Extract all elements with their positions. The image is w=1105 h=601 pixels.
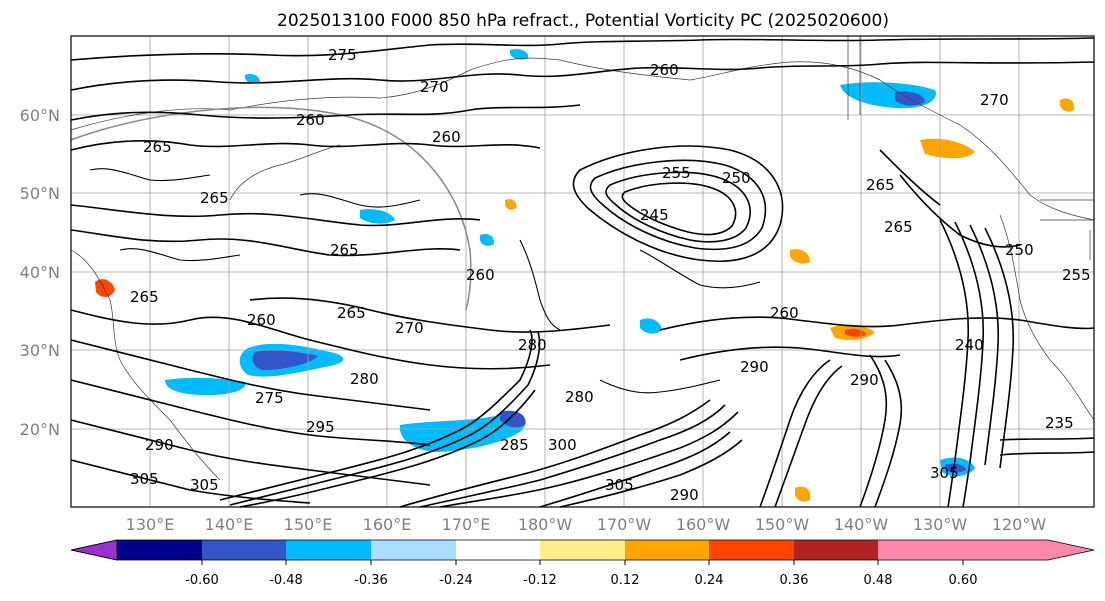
contour-label: 260 — [247, 311, 276, 329]
colorbar-label: 0.60 — [949, 573, 978, 588]
lon-label: 160°W — [676, 515, 731, 534]
contour-labels: 275 270 260 265 260 265 260 255 250 245 … — [130, 46, 1091, 504]
lon-label: 130°W — [913, 515, 968, 534]
contour-label: 265 — [130, 288, 159, 306]
contour-label: 235 — [1045, 414, 1074, 432]
contour-label: 265 — [143, 138, 172, 156]
contour-label: 305 — [190, 476, 219, 494]
colorbar-label: -0.60 — [185, 573, 219, 588]
lat-label: 40°N — [20, 263, 60, 282]
contour-label: 265 — [866, 176, 895, 194]
lon-label: 170°E — [442, 515, 491, 534]
contour-label: 300 — [548, 436, 577, 454]
map-panel: 275 270 260 265 260 265 260 255 250 245 … — [70, 35, 1095, 508]
colorbar-segment — [286, 540, 371, 560]
contour-label: 295 — [306, 418, 335, 436]
contour-label: 290 — [670, 486, 699, 504]
reference-circle — [70, 106, 472, 311]
colorbar-label: 0.24 — [695, 573, 724, 588]
lon-label: 170°W — [597, 515, 652, 534]
contours — [70, 37, 1095, 508]
contour-label: 260 — [650, 61, 679, 79]
colorbar-label: 0.48 — [864, 573, 893, 588]
pv-fill-patches — [95, 49, 1075, 502]
contour-label: 245 — [640, 206, 669, 224]
contour-label: 240 — [955, 336, 984, 354]
lon-label: 150°W — [755, 515, 810, 534]
colorbar-label: -0.12 — [523, 573, 557, 588]
lat-label: 30°N — [20, 341, 60, 360]
coastlines — [70, 36, 1095, 481]
lon-label: 150°E — [284, 515, 333, 534]
colorbar-segment — [709, 540, 794, 560]
lon-label: 120°W — [992, 515, 1047, 534]
lon-label: 140°E — [205, 515, 254, 534]
colorbar-segment — [117, 540, 202, 560]
lat-label: 50°N — [20, 184, 60, 203]
colorbar-segment — [456, 540, 540, 560]
contour-label: 265 — [200, 189, 229, 207]
colorbar-ticks — [201, 560, 964, 565]
contour-label: 270 — [395, 319, 424, 337]
colorbar-segment — [625, 540, 709, 560]
colorbar-segment — [371, 540, 456, 560]
contour-label: 290 — [850, 371, 879, 389]
map-frame — [70, 35, 1095, 508]
contour-label: 250 — [1005, 241, 1034, 259]
contour-label: 305 — [930, 464, 959, 482]
colorbar-segment — [202, 540, 286, 560]
colorbar-extend-left — [70, 539, 118, 561]
lon-label: 130°E — [126, 515, 175, 534]
colorbar-segment — [878, 540, 963, 560]
contour-label: 280 — [565, 388, 594, 406]
contour-label: 260 — [466, 266, 495, 284]
contour-label: 260 — [770, 304, 799, 322]
colorbar-segment — [540, 540, 625, 560]
lat-label: 20°N — [20, 420, 60, 439]
contour-label: 285 — [500, 436, 529, 454]
contour-label: 265 — [884, 218, 913, 236]
contour-label: 255 — [662, 164, 691, 182]
contour-label: 255 — [1062, 266, 1091, 284]
contour-label: 275 — [255, 389, 284, 407]
colorbar-label: -0.48 — [269, 573, 303, 588]
graticule — [71, 36, 1094, 507]
lon-label: 180°W — [518, 515, 573, 534]
colorbar-extend-right — [963, 540, 1094, 560]
lon-label: 160°E — [363, 515, 412, 534]
colorbar: -0.60 -0.48 -0.36 -0.24 -0.12 0.12 0.24 … — [70, 539, 1095, 588]
lat-label: 60°N — [20, 106, 60, 125]
contour-label: 305 — [605, 476, 634, 494]
lat-labels: 60°N 50°N 40°N 30°N 20°N — [20, 106, 60, 439]
contour-label: 265 — [330, 241, 359, 259]
lon-label: 140°W — [834, 515, 889, 534]
colorbar-label: -0.36 — [354, 573, 388, 588]
figure-title: 2025013100 F000 850 hPa refract., Potent… — [277, 11, 889, 31]
lon-labels: 130°E 140°E 150°E 160°E 170°E 180°W 170°… — [126, 515, 1047, 534]
colorbar-label: 0.12 — [611, 573, 640, 588]
contour-label: 260 — [432, 128, 461, 146]
contour-label: 290 — [145, 436, 174, 454]
contour-label: 250 — [722, 169, 751, 187]
contour-label: 270 — [980, 91, 1009, 109]
contour-label: 270 — [420, 78, 449, 96]
contour-label: 260 — [296, 111, 325, 129]
colorbar-segment — [794, 540, 878, 560]
contour-label: 305 — [130, 470, 159, 488]
contour-label: 280 — [518, 336, 547, 354]
colorbar-label: 0.36 — [780, 573, 809, 588]
contour-label: 265 — [337, 304, 366, 322]
colorbar-label: -0.24 — [439, 573, 473, 588]
contour-label: 280 — [350, 370, 379, 388]
contour-label: 290 — [740, 358, 769, 376]
contour-label: 275 — [328, 46, 357, 64]
